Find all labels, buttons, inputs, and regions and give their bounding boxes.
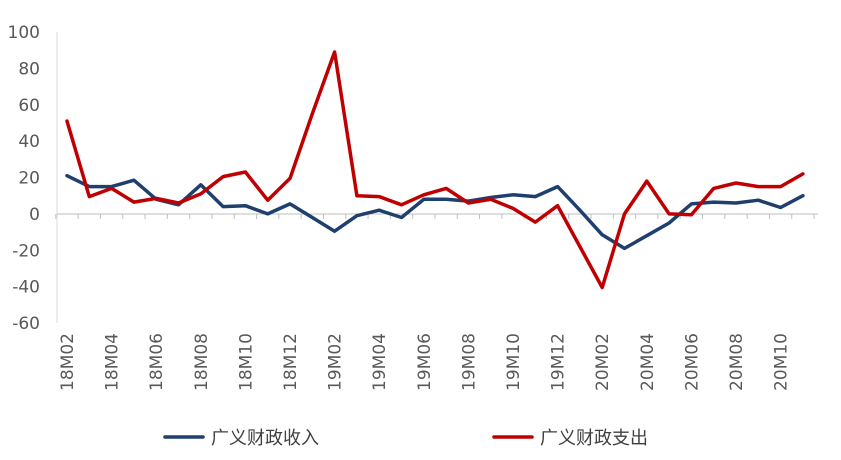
x-axis-labels: 18M02 18M04 18M06 18M08 18M10 18M12 19M02 19M04… — [58, 333, 792, 391]
y-tick-label: -40 — [12, 278, 40, 298]
series-line-1 — [65, 50, 805, 290]
series-lines — [65, 50, 805, 290]
x-tick-label: 19M04 — [370, 333, 390, 391]
x-axis-ticks — [55, 214, 815, 219]
x-tick-label: 18M04 — [103, 333, 123, 391]
x-tick-label: 20M02 — [593, 333, 613, 391]
y-tick-label: -20 — [12, 241, 40, 261]
x-tick-label: 18M10 — [236, 333, 256, 391]
x-tick-label: 18M08 — [192, 333, 212, 391]
x-tick-label: 18M12 — [281, 333, 301, 391]
y-tick-label: 0 — [29, 205, 40, 225]
x-tick-label: 19M12 — [549, 333, 569, 391]
x-tick-label: 18M06 — [147, 333, 167, 391]
x-tick-label: 19M10 — [504, 333, 524, 391]
x-tick-label: 20M06 — [682, 333, 702, 391]
x-tick-label: 19M02 — [326, 333, 346, 391]
y-tick-label: 80 — [18, 59, 40, 79]
x-tick-label: 19M08 — [459, 333, 479, 391]
x-tick-label: 20M10 — [772, 333, 792, 391]
x-tick-label: 19M06 — [415, 333, 435, 391]
y-tick-label: 20 — [18, 169, 40, 189]
x-tick-label: 18M02 — [58, 333, 78, 391]
y-axis-labels: -60 -40 -20 0 20 40 60 80 100 — [8, 23, 40, 334]
legend-label-0: 广义财政收入 — [211, 428, 319, 449]
y-tick-label: 40 — [18, 132, 40, 152]
y-tick-label: -60 — [12, 314, 40, 334]
x-tick-label: 20M08 — [727, 333, 747, 391]
legend: 广义财政收入 广义财政支出 — [163, 428, 648, 449]
legend-label-1: 广义财政支出 — [540, 428, 648, 449]
y-tick-label: 60 — [18, 96, 40, 116]
y-tick-label: 100 — [8, 23, 40, 43]
x-tick-label: 20M04 — [638, 333, 658, 391]
